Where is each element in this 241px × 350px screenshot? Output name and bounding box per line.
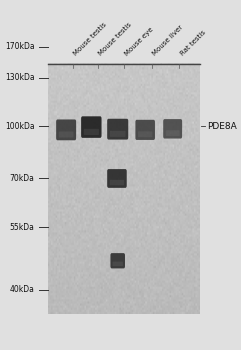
Text: 130kDa: 130kDa [5, 73, 35, 82]
Text: 170kDa: 170kDa [5, 42, 35, 51]
Text: Mouse eye: Mouse eye [124, 26, 155, 57]
FancyBboxPatch shape [110, 180, 124, 185]
Text: 55kDa: 55kDa [10, 223, 35, 232]
FancyBboxPatch shape [110, 131, 126, 137]
FancyBboxPatch shape [163, 119, 182, 139]
Text: Mouse liver: Mouse liver [152, 25, 184, 57]
FancyBboxPatch shape [113, 261, 123, 266]
Text: 70kDa: 70kDa [10, 174, 35, 183]
Text: 40kDa: 40kDa [10, 285, 35, 294]
FancyBboxPatch shape [107, 119, 128, 140]
FancyBboxPatch shape [135, 120, 155, 140]
FancyBboxPatch shape [166, 130, 180, 136]
FancyBboxPatch shape [56, 119, 76, 140]
FancyBboxPatch shape [84, 129, 99, 135]
Text: Rat testis: Rat testis [179, 29, 207, 57]
Text: Mouse testis: Mouse testis [73, 22, 108, 57]
Text: PDE8A: PDE8A [207, 122, 237, 131]
Text: Mouse testis: Mouse testis [98, 22, 133, 57]
Text: 100kDa: 100kDa [5, 122, 35, 131]
FancyBboxPatch shape [81, 116, 101, 138]
FancyBboxPatch shape [107, 169, 127, 188]
FancyBboxPatch shape [138, 131, 152, 137]
FancyBboxPatch shape [110, 253, 125, 268]
FancyBboxPatch shape [59, 132, 74, 138]
